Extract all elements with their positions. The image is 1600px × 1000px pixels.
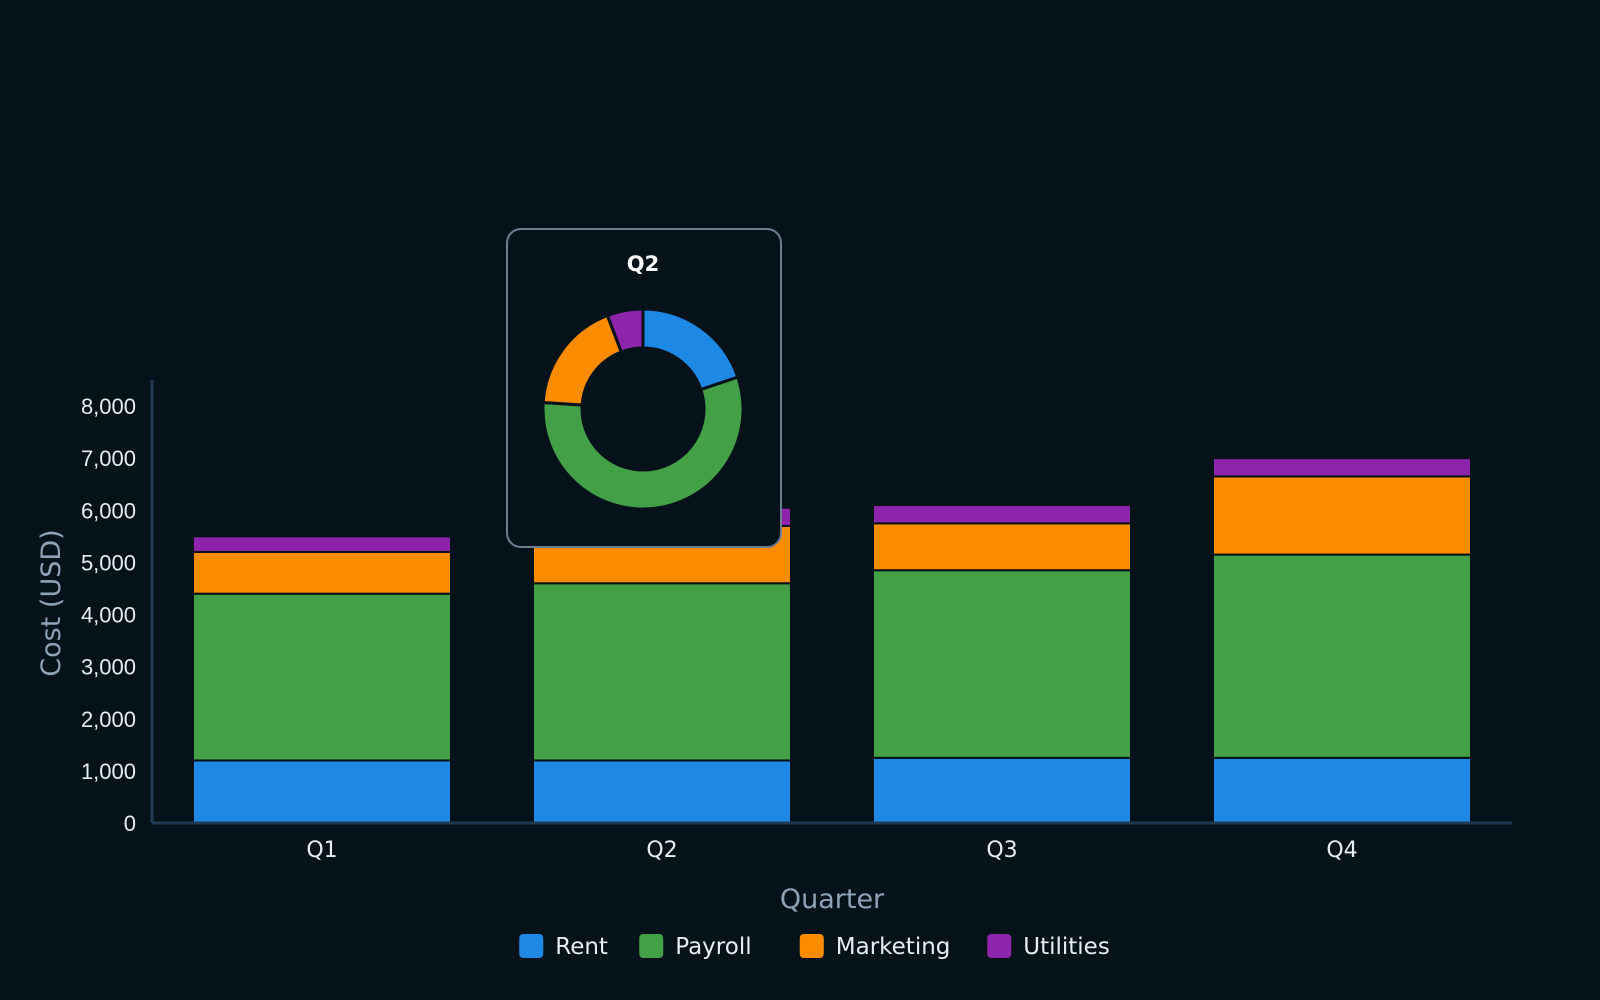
y-tick-label: 5,000 [81, 550, 136, 575]
bar-q3-rent[interactable] [872, 756, 1132, 825]
y-axis-title: Cost (USD) [36, 529, 67, 676]
tooltip-donut [541, 307, 745, 511]
bar-q1-marketing[interactable] [192, 550, 452, 595]
axes-layer [150, 380, 1512, 825]
legend-swatch-utilities [987, 934, 1012, 958]
legend-label-payroll: Payroll [675, 934, 751, 960]
y-tick-label: 7,000 [81, 446, 136, 471]
y-tick-label: 2,000 [81, 707, 136, 732]
y-tick-label: 8,000 [81, 394, 136, 419]
bar-q3-utilities[interactable] [872, 504, 1132, 525]
legend-swatch-rent [519, 934, 544, 958]
legend-label-marketing: Marketing [836, 934, 951, 960]
y-tick-label: 4,000 [81, 603, 136, 628]
legend-item-payroll[interactable]: Payroll [639, 934, 752, 960]
legend-swatch-payroll [639, 934, 664, 958]
y-tick-label: 0 [124, 811, 136, 836]
x-tick-label-q2: Q2 [646, 838, 677, 863]
bar-q2-rent[interactable] [532, 759, 792, 824]
bar-q1-rent[interactable] [192, 759, 452, 824]
y-tick-label: 6,000 [81, 498, 136, 523]
x-tick-labels: Q1 Q2 Q3 Q4 [306, 838, 1357, 863]
bar-q4-rent[interactable] [1212, 756, 1472, 825]
x-axis-title: Quarter [780, 884, 885, 915]
bar-q3-payroll[interactable] [872, 569, 1132, 759]
bar-q1-utilities[interactable] [192, 535, 452, 553]
bar-q4-marketing[interactable] [1212, 475, 1472, 556]
legend-item-rent[interactable]: Rent [519, 934, 608, 960]
legend-item-utilities[interactable]: Utilities [987, 934, 1110, 960]
bar-q1-payroll[interactable] [192, 592, 452, 762]
legend: Rent Payroll Marketing Utilities [519, 934, 1110, 960]
bar-q4-payroll[interactable] [1212, 553, 1472, 759]
tooltip: Q2 [506, 228, 782, 548]
bars-layer [192, 457, 1472, 825]
bar-q2-payroll[interactable] [532, 582, 792, 762]
legend-item-marketing[interactable]: Marketing [799, 934, 951, 960]
tooltip-title: Q2 [627, 252, 659, 276]
donut-slice-payroll [541, 375, 745, 511]
donut-slice-utilities [605, 307, 645, 354]
y-tick-labels: 0 1,000 2,000 3,000 4,000 5,000 6,000 7,000 8,00… [81, 394, 136, 836]
legend-label-rent: Rent [555, 934, 608, 960]
y-tick-label: 1,000 [81, 759, 136, 784]
x-tick-label-q4: Q4 [1326, 838, 1357, 863]
legend-label-utilities: Utilities [1023, 934, 1110, 960]
bar-q3-marketing[interactable] [872, 522, 1132, 572]
y-tick-label: 3,000 [81, 655, 136, 680]
x-tick-label-q3: Q3 [986, 838, 1017, 863]
bar-q4-utilities[interactable] [1212, 457, 1472, 478]
legend-swatch-marketing [799, 934, 824, 958]
x-tick-label-q1: Q1 [306, 838, 337, 863]
